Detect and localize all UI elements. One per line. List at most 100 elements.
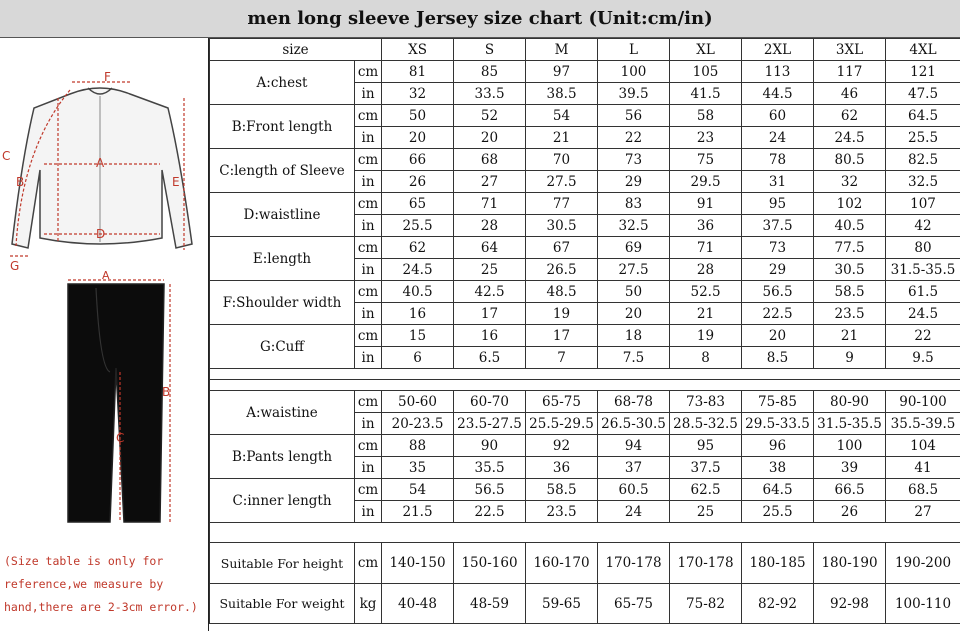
value-cell: 121: [885, 60, 960, 83]
value-cell: 32.5: [885, 170, 960, 193]
value-cell: 52: [453, 104, 527, 127]
spacer-row: [208, 368, 960, 380]
value-cell: 60: [741, 104, 815, 127]
unit-cell: in: [353, 126, 383, 149]
unit-cell: cm: [353, 324, 383, 347]
value-cell: 54: [381, 478, 455, 501]
value-cell: 96: [741, 434, 815, 457]
value-cell: 48-59: [453, 583, 527, 624]
value-cell: 82-92: [741, 583, 815, 624]
value-cell: 29.5: [669, 170, 743, 193]
value-cell: 100-110: [885, 583, 960, 624]
pants-label-a: A: [102, 269, 110, 282]
weight-row: Suitable For weight kg 40-48 48-59 59-65 65-7…: [209, 583, 960, 624]
unit-cell: in: [353, 302, 383, 325]
chart-title: men long sleeve Jersey size chart (Unit:…: [0, 0, 960, 38]
value-cell: 17: [453, 302, 527, 325]
value-cell: 29: [741, 258, 815, 281]
value-cell: 35: [381, 456, 455, 479]
value-cell: 91: [669, 192, 743, 215]
value-cell: 113: [741, 60, 815, 83]
value-cell: 77: [525, 192, 599, 215]
value-cell: 69: [597, 236, 671, 259]
value-cell: 58.5: [813, 280, 887, 303]
value-cell: 94: [597, 434, 671, 457]
value-cell: 85: [453, 60, 527, 83]
value-cell: 23.5: [813, 302, 887, 325]
value-cell: 66: [381, 148, 455, 171]
value-cell: 78: [741, 148, 815, 171]
value-cell: 82.5: [885, 148, 960, 171]
value-cell: 37.5: [741, 214, 815, 237]
unit-cell: in: [353, 412, 383, 435]
value-cell: 25: [669, 500, 743, 523]
value-cell: 64.5: [885, 104, 960, 127]
value-cell: 61.5: [885, 280, 960, 303]
suitable-label: Suitable For weight: [209, 583, 355, 624]
value-cell: 42.5: [453, 280, 527, 303]
value-cell: 31.5-35.5: [885, 258, 960, 281]
value-cell: 90: [453, 434, 527, 457]
value-cell: 28.5-32.5: [669, 412, 743, 435]
value-cell: 32: [381, 82, 455, 105]
unit-cell: in: [353, 214, 383, 237]
value-cell: 54: [525, 104, 599, 127]
value-cell: 26.5-30.5: [597, 412, 671, 435]
value-cell: 26.5: [525, 258, 599, 281]
value-cell: 70: [525, 148, 599, 171]
table-row: B:Front length cm 50 52 54 56 58 60 62 64.5: [209, 104, 960, 149]
table-row: in 20-23.5 23.5-27.5 25.5-29.5 26.5-30.5 28.5…: [210, 412, 960, 435]
measure-name: B:Pants length: [209, 434, 355, 479]
value-cell: 22: [597, 126, 671, 149]
value-cell: 92: [525, 434, 599, 457]
label-c: C: [2, 149, 10, 163]
unit-cell: in: [353, 170, 383, 193]
unit-cell: in: [353, 456, 383, 479]
value-cell: 9.5: [885, 346, 960, 369]
table-row: A:chest cm 81 85 97 100 105 113 117 121: [209, 60, 960, 105]
value-cell: 23: [669, 126, 743, 149]
value-cell: 22.5: [453, 500, 527, 523]
value-cell: 56: [597, 104, 671, 127]
value-cell: 20: [597, 302, 671, 325]
value-cell: 21.5: [381, 500, 455, 523]
size-column-header: L: [597, 38, 671, 61]
value-cell: 92-98: [813, 583, 887, 624]
spacer-cell: [208, 379, 960, 391]
value-cell: 62: [813, 104, 887, 127]
value-cell: 25.5: [885, 126, 960, 149]
value-cell: 180-190: [813, 542, 887, 584]
unit-cell: cm: [353, 478, 383, 501]
jersey-illustration: F A B C D E G: [2, 70, 193, 273]
value-cell: 19: [669, 324, 743, 347]
value-cell: 18: [597, 324, 671, 347]
value-cell: 25.5: [741, 500, 815, 523]
value-cell: 24: [741, 126, 815, 149]
value-cell: 32: [813, 170, 887, 193]
table-row: in 21.5 22.5 23.5 24 25 25.5 26 27: [210, 500, 960, 523]
unit-cell: in: [353, 346, 383, 369]
value-cell: 25.5-29.5: [525, 412, 599, 435]
table-row: D:waistline cm 65 71 77 83 91 95 102 107: [209, 192, 960, 237]
table-row: in 16 17 19 20 21 22.5 23.5 24.5: [210, 302, 960, 325]
value-cell: 21: [813, 324, 887, 347]
value-cell: 83: [597, 192, 671, 215]
value-cell: 25: [453, 258, 527, 281]
value-cell: 37.5: [669, 456, 743, 479]
measure-name: A:waistine: [209, 390, 355, 435]
value-cell: 15: [381, 324, 455, 347]
value-cell: 65-75: [525, 390, 599, 413]
value-cell: 37: [597, 456, 671, 479]
value-cell: 16: [381, 302, 455, 325]
table-row: in 32 33.5 38.5 39.5 41.5 44.5 46 47.5: [210, 82, 960, 105]
label-d: D: [96, 227, 105, 241]
value-cell: 27: [453, 170, 527, 193]
value-cell: 22: [885, 324, 960, 347]
value-cell: 65-75: [597, 583, 671, 624]
value-cell: 7: [525, 346, 599, 369]
unit-cell: cm: [353, 280, 383, 303]
value-cell: 30.5: [525, 214, 599, 237]
value-cell: 40.5: [381, 280, 455, 303]
value-cell: 21: [669, 302, 743, 325]
value-cell: 44.5: [741, 82, 815, 105]
